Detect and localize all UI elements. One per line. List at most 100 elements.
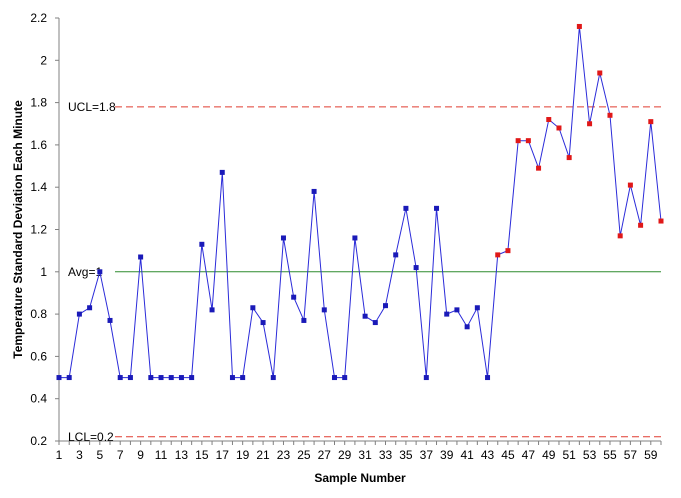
data-point xyxy=(76,311,82,317)
data-point xyxy=(321,307,327,313)
data-point xyxy=(658,218,664,224)
y-tick-label: 0.4 xyxy=(30,392,47,406)
data-point xyxy=(444,311,450,317)
data-point xyxy=(311,188,317,194)
data-point xyxy=(229,375,235,381)
data-point xyxy=(148,375,154,381)
y-tick-label: 0.2 xyxy=(30,434,47,448)
data-point xyxy=(240,375,246,381)
data-point xyxy=(189,375,195,381)
x-tick-label: 49 xyxy=(542,448,556,462)
data-point xyxy=(209,307,215,313)
data-point xyxy=(423,375,429,381)
data-point xyxy=(87,305,93,311)
x-tick-label: 11 xyxy=(155,448,168,462)
data-point xyxy=(576,23,582,29)
x-tick-label: 27 xyxy=(318,448,332,462)
x-tick-label: 5 xyxy=(96,448,103,462)
x-tick-label: 13 xyxy=(175,448,189,462)
data-point xyxy=(199,241,205,247)
x-tick-label: 37 xyxy=(420,448,434,462)
data-point xyxy=(66,375,72,381)
data-point xyxy=(393,252,399,258)
y-tick-label: 2 xyxy=(40,53,47,67)
x-tick-label: 55 xyxy=(603,448,617,462)
data-point xyxy=(97,269,103,275)
data-series xyxy=(56,23,664,381)
reference-line-label: Avg=1 xyxy=(68,265,102,279)
data-point xyxy=(342,375,348,381)
data-point xyxy=(495,252,501,258)
y-axis-title: Temperature Standard Deviation Each Minu… xyxy=(11,100,25,359)
x-tick-label: 35 xyxy=(399,448,413,462)
data-point xyxy=(107,317,113,323)
y-tick-label: 1.4 xyxy=(30,180,47,194)
data-point xyxy=(127,375,133,381)
y-tick-label: 2.2 xyxy=(30,11,47,25)
data-point xyxy=(301,317,307,323)
x-tick-label: 17 xyxy=(216,448,230,462)
x-tick-label: 3 xyxy=(76,448,83,462)
data-point xyxy=(587,121,593,127)
x-tick-label: 31 xyxy=(358,448,372,462)
data-point xyxy=(291,294,297,300)
data-point xyxy=(607,112,613,118)
data-point xyxy=(617,233,623,239)
reference-line-label: LCL=0.2 xyxy=(68,430,114,444)
y-tick-label: 1.8 xyxy=(30,96,47,110)
data-point xyxy=(597,70,603,76)
data-point xyxy=(56,375,62,381)
x-tick-label: 1 xyxy=(56,448,63,462)
x-tick-label: 21 xyxy=(256,448,270,462)
x-axis-title: Sample Number xyxy=(314,471,406,485)
data-point xyxy=(280,235,286,241)
x-tick-label: 59 xyxy=(644,448,658,462)
data-point xyxy=(168,375,174,381)
data-point xyxy=(260,320,266,326)
x-tick-label: 47 xyxy=(522,448,536,462)
x-tick-label: 19 xyxy=(236,448,250,462)
plot-axes: 0.20.40.60.811.21.41.61.822.21 3 5 7 9 11 13 15… xyxy=(30,11,662,462)
data-point xyxy=(648,119,654,125)
data-point xyxy=(434,205,440,211)
data-point xyxy=(178,375,184,381)
data-point xyxy=(546,117,552,123)
data-point xyxy=(383,303,389,309)
data-point xyxy=(138,254,144,260)
y-tick-label: 1.2 xyxy=(30,223,47,237)
x-tick-label: 41 xyxy=(460,448,474,462)
data-point xyxy=(352,235,358,241)
x-tick-label: 25 xyxy=(297,448,311,462)
data-point xyxy=(474,305,480,311)
data-point xyxy=(362,313,368,319)
data-point xyxy=(485,375,491,381)
data-point xyxy=(627,182,633,188)
x-tick-label: 57 xyxy=(624,448,638,462)
y-tick-label: 0.6 xyxy=(30,349,47,363)
data-point xyxy=(413,265,419,271)
x-tick-label: 39 xyxy=(440,448,454,462)
data-point xyxy=(638,222,644,228)
reference-line-label: UCL=1.8 xyxy=(68,100,116,114)
data-point xyxy=(372,320,378,326)
data-point xyxy=(403,205,409,211)
x-tick-label: 53 xyxy=(583,448,597,462)
y-tick-label: 1.6 xyxy=(30,138,47,152)
data-point xyxy=(505,248,511,254)
x-tick-label: 15 xyxy=(195,448,209,462)
data-point xyxy=(117,375,123,381)
reference-lines: UCL=1.8 Avg=1 LCL=0.2 xyxy=(68,100,661,444)
data-point xyxy=(250,305,256,311)
data-point xyxy=(270,375,276,381)
data-point xyxy=(515,138,521,144)
data-point xyxy=(331,375,337,381)
data-point xyxy=(219,169,225,175)
x-tick-label: 23 xyxy=(277,448,291,462)
series-line xyxy=(59,26,662,379)
data-point xyxy=(464,324,470,330)
data-point xyxy=(525,138,531,144)
x-tick-label: 33 xyxy=(379,448,393,462)
x-tick-label: 7 xyxy=(117,448,124,462)
y-tick-label: 0.8 xyxy=(30,307,47,321)
